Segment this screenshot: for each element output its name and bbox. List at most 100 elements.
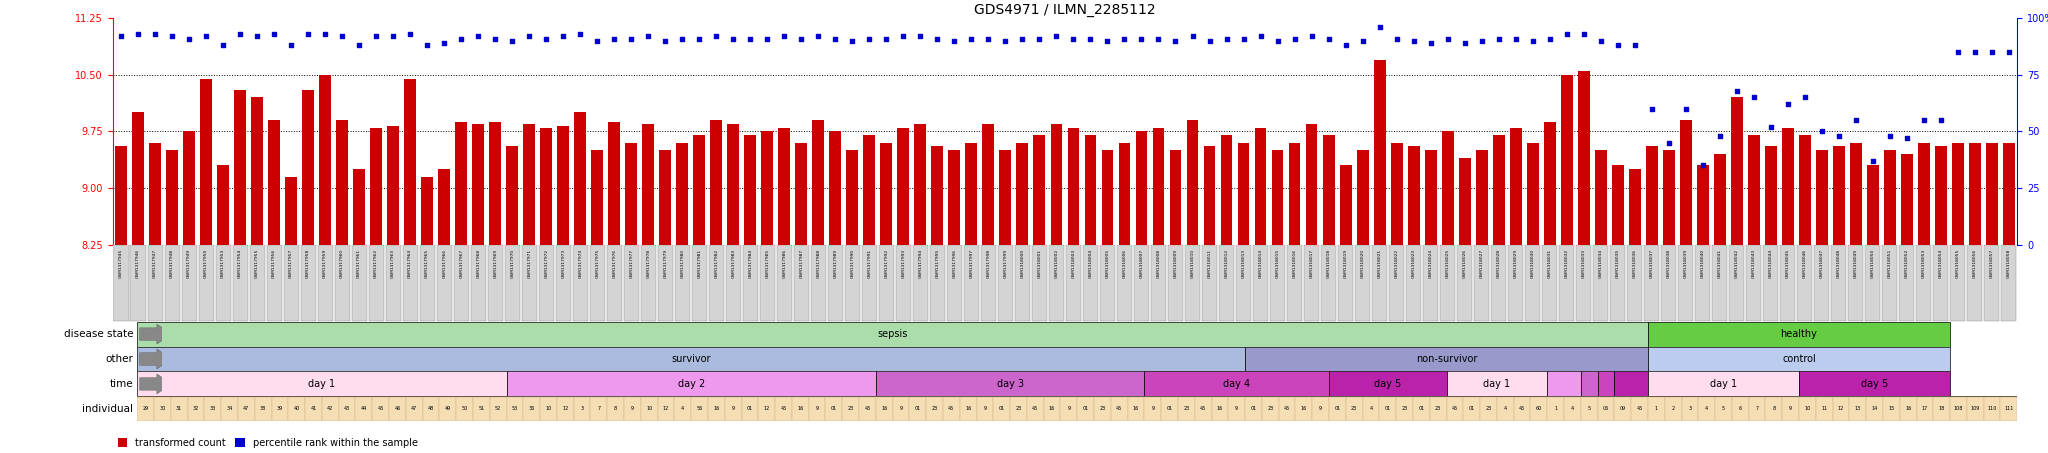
Text: GSM1317945: GSM1317945 xyxy=(119,248,123,278)
Point xyxy=(682,35,715,42)
Bar xyxy=(694,135,705,453)
Text: GSM1317979: GSM1317979 xyxy=(664,248,668,278)
FancyBboxPatch shape xyxy=(1747,246,1761,321)
FancyBboxPatch shape xyxy=(1010,397,1026,421)
Text: 12: 12 xyxy=(664,406,670,411)
Bar xyxy=(1526,143,1538,453)
Point xyxy=(989,37,1022,44)
FancyBboxPatch shape xyxy=(1253,246,1268,321)
Point xyxy=(1415,39,1448,47)
Text: GSM1318012: GSM1318012 xyxy=(1225,248,1229,278)
FancyBboxPatch shape xyxy=(137,322,1649,347)
Point xyxy=(1073,35,1106,42)
Bar xyxy=(1577,71,1589,453)
Text: GSM1318049: GSM1318049 xyxy=(1853,248,1858,278)
Bar xyxy=(743,135,756,453)
Point xyxy=(463,33,496,40)
Point xyxy=(342,42,375,49)
FancyBboxPatch shape xyxy=(926,397,942,421)
Text: GSM1318057: GSM1318057 xyxy=(1991,248,1995,278)
Bar xyxy=(1696,165,1708,453)
FancyBboxPatch shape xyxy=(154,397,170,421)
FancyBboxPatch shape xyxy=(573,397,590,421)
Text: GSM1317967: GSM1317967 xyxy=(459,248,463,278)
FancyBboxPatch shape xyxy=(1100,246,1114,321)
Text: 46: 46 xyxy=(395,406,401,411)
FancyBboxPatch shape xyxy=(573,246,588,321)
Point xyxy=(1669,105,1702,112)
Point xyxy=(242,33,274,40)
FancyBboxPatch shape xyxy=(1061,397,1077,421)
Text: 4: 4 xyxy=(1503,406,1507,411)
Bar xyxy=(1509,128,1522,453)
Text: GSM1318002: GSM1318002 xyxy=(1055,248,1059,278)
Text: 10: 10 xyxy=(545,406,551,411)
Bar xyxy=(1305,124,1317,453)
FancyBboxPatch shape xyxy=(1286,246,1303,321)
Text: GSM1317966: GSM1317966 xyxy=(442,248,446,278)
Text: GSM1317989: GSM1317989 xyxy=(834,248,838,278)
Bar xyxy=(1085,135,1096,453)
FancyBboxPatch shape xyxy=(674,397,690,421)
Point xyxy=(717,35,750,42)
Text: GSM1318036: GSM1318036 xyxy=(1632,248,1636,278)
Bar xyxy=(1868,165,1878,453)
Text: GSM1318025: GSM1318025 xyxy=(1446,248,1450,278)
Bar xyxy=(438,169,451,453)
FancyBboxPatch shape xyxy=(1161,397,1178,421)
FancyBboxPatch shape xyxy=(369,246,383,321)
FancyBboxPatch shape xyxy=(709,246,725,321)
Text: day 1: day 1 xyxy=(1483,379,1511,389)
Text: GSM1317985: GSM1317985 xyxy=(766,248,770,278)
FancyBboxPatch shape xyxy=(1901,397,1917,421)
Bar xyxy=(133,112,143,453)
Text: 51: 51 xyxy=(479,406,485,411)
Text: GSM1317976: GSM1317976 xyxy=(612,248,616,278)
FancyBboxPatch shape xyxy=(692,246,707,321)
Text: 45: 45 xyxy=(1200,406,1206,411)
Point xyxy=(870,35,903,42)
FancyBboxPatch shape xyxy=(205,397,221,421)
FancyBboxPatch shape xyxy=(506,371,877,396)
Text: GSM1318054: GSM1318054 xyxy=(1939,248,1944,278)
Point xyxy=(1092,37,1124,44)
Point xyxy=(938,37,971,44)
FancyBboxPatch shape xyxy=(590,397,606,421)
FancyBboxPatch shape xyxy=(1677,246,1694,321)
FancyBboxPatch shape xyxy=(774,397,793,421)
FancyBboxPatch shape xyxy=(1456,246,1473,321)
Point xyxy=(444,35,477,42)
FancyBboxPatch shape xyxy=(420,246,434,321)
Text: GSM1318022: GSM1318022 xyxy=(1395,248,1399,278)
FancyBboxPatch shape xyxy=(1202,246,1217,321)
Point xyxy=(1143,35,1176,42)
Text: sepsis: sepsis xyxy=(877,329,907,339)
Text: GSM1318017: GSM1318017 xyxy=(1309,248,1313,278)
FancyBboxPatch shape xyxy=(1593,246,1608,321)
Text: GSM1318009: GSM1318009 xyxy=(1174,248,1178,278)
Text: 01: 01 xyxy=(1384,406,1391,411)
Point xyxy=(1993,48,2025,56)
Text: 45: 45 xyxy=(780,406,786,411)
FancyBboxPatch shape xyxy=(1278,397,1296,421)
FancyBboxPatch shape xyxy=(942,397,961,421)
Point xyxy=(1024,35,1057,42)
FancyBboxPatch shape xyxy=(1649,322,1950,347)
Point xyxy=(1040,33,1073,40)
Text: GSM1317953: GSM1317953 xyxy=(221,248,225,278)
Text: 31: 31 xyxy=(176,406,182,411)
Text: 23: 23 xyxy=(1268,406,1274,411)
FancyBboxPatch shape xyxy=(909,397,926,421)
FancyBboxPatch shape xyxy=(776,246,793,321)
FancyBboxPatch shape xyxy=(1044,397,1061,421)
FancyBboxPatch shape xyxy=(1898,246,1915,321)
FancyBboxPatch shape xyxy=(131,246,145,321)
FancyBboxPatch shape xyxy=(606,397,625,421)
FancyBboxPatch shape xyxy=(743,246,758,321)
Bar xyxy=(1477,150,1487,453)
FancyBboxPatch shape xyxy=(1219,246,1235,321)
Point xyxy=(1942,48,1974,56)
FancyBboxPatch shape xyxy=(1933,246,1948,321)
Text: GSM1318043: GSM1318043 xyxy=(1751,248,1755,278)
Text: GSM1318044: GSM1318044 xyxy=(1769,248,1774,278)
